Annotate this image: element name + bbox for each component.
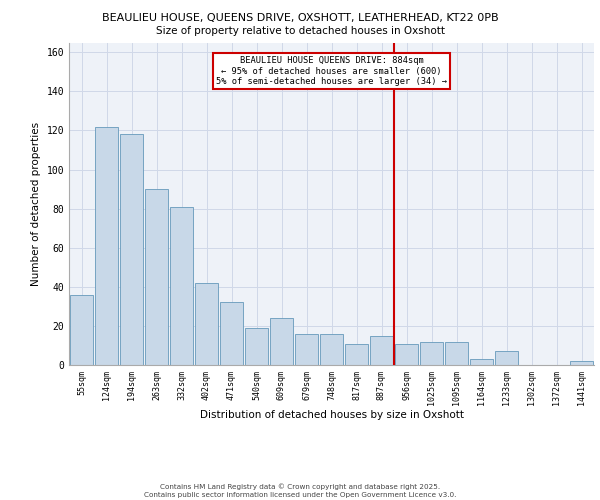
Text: Size of property relative to detached houses in Oxshott: Size of property relative to detached ho… — [155, 26, 445, 36]
Bar — [95, 126, 118, 365]
Bar — [145, 189, 169, 365]
Bar — [370, 336, 394, 365]
Text: BEAULIEU HOUSE, QUEENS DRIVE, OXSHOTT, LEATHERHEAD, KT22 0PB: BEAULIEU HOUSE, QUEENS DRIVE, OXSHOTT, L… — [101, 12, 499, 22]
Y-axis label: Number of detached properties: Number of detached properties — [31, 122, 41, 286]
Bar — [269, 318, 293, 365]
Bar — [569, 361, 593, 365]
Bar — [494, 352, 518, 365]
Bar — [344, 344, 368, 365]
Bar — [295, 334, 319, 365]
Text: BEAULIEU HOUSE QUEENS DRIVE: 884sqm
← 95% of detached houses are smaller (600)
5: BEAULIEU HOUSE QUEENS DRIVE: 884sqm ← 95… — [216, 56, 447, 86]
Bar — [445, 342, 469, 365]
Bar — [194, 283, 218, 365]
Text: Contains HM Land Registry data © Crown copyright and database right 2025.
Contai: Contains HM Land Registry data © Crown c… — [144, 484, 456, 498]
Bar — [119, 134, 143, 365]
Bar — [70, 294, 94, 365]
Bar — [245, 328, 268, 365]
Bar — [320, 334, 343, 365]
Bar — [220, 302, 244, 365]
Bar — [170, 206, 193, 365]
Bar — [419, 342, 443, 365]
X-axis label: Distribution of detached houses by size in Oxshott: Distribution of detached houses by size … — [199, 410, 464, 420]
Bar — [395, 344, 418, 365]
Bar — [470, 359, 493, 365]
